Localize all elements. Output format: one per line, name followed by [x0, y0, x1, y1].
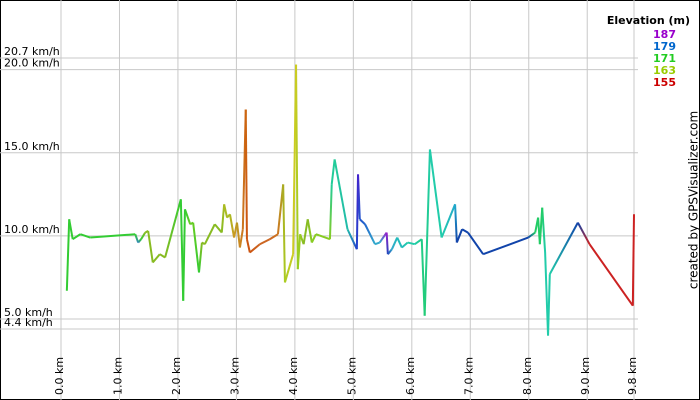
speed-segment: [184, 208, 192, 225]
x-tick-label: 9.8 km: [626, 357, 639, 395]
speed-segment: [68, 219, 74, 240]
speed-segment: [374, 241, 380, 246]
x-tick-label: 5.0 km: [345, 357, 358, 395]
x-tick-label: 6.0 km: [404, 357, 417, 395]
y-tick-label: 5.0 km/h: [4, 306, 53, 319]
speed-segment: [385, 232, 389, 255]
speed-segment: [378, 231, 388, 244]
speed-segment: [137, 238, 142, 244]
speed-segment: [152, 253, 161, 264]
speed-segment: [269, 233, 279, 241]
speed-segment: [182, 209, 186, 301]
x-tick-label: 1.0 km: [111, 357, 124, 395]
speed-segment: [276, 184, 285, 235]
speed-segment: [548, 222, 579, 275]
speed-segment: [631, 214, 635, 306]
speed-segment: [428, 149, 443, 238]
speed-segment: [282, 184, 286, 283]
legend-label: 163: [653, 64, 676, 77]
speed-segment: [467, 231, 484, 255]
speed-segment: [249, 243, 261, 254]
speed-segment: [235, 222, 241, 248]
speed-segment: [228, 214, 236, 238]
speed-segment: [364, 223, 376, 245]
x-tick-label: 4.0 km: [287, 357, 300, 395]
speed-segment: [454, 204, 458, 243]
speed-segment: [391, 237, 399, 250]
speed-segment: [423, 149, 431, 316]
speed-segment: [455, 228, 464, 243]
legend-label: 187: [653, 28, 676, 41]
legend-label: 171: [653, 52, 676, 65]
speed-segment: [90, 233, 136, 239]
speed-segment: [283, 253, 295, 283]
speed-segment: [164, 199, 182, 258]
speed-segment: [396, 237, 403, 248]
speed-segment: [461, 228, 469, 234]
speed-segment: [140, 232, 147, 240]
speed-segment: [387, 248, 393, 255]
speed-segment: [72, 233, 81, 241]
x-tick-label: 3.0 km: [228, 357, 241, 395]
speed-segment: [357, 174, 361, 220]
speed-segment: [79, 233, 91, 239]
y-tick-label: 20.7 km/h: [4, 45, 60, 58]
speed-segment: [259, 238, 271, 246]
y-tick-label: 10.0 km/h: [4, 223, 60, 236]
speed-segment: [414, 238, 423, 246]
speed-segment: [407, 241, 415, 246]
speed-segment: [220, 204, 226, 233]
speed-segment: [223, 204, 229, 218]
x-tick-label: 9.0 km: [579, 357, 592, 395]
speed-segment: [147, 230, 154, 263]
speed-segment: [310, 233, 317, 243]
legend-title: Elevation (m): [607, 14, 690, 27]
speed-segment: [302, 219, 309, 245]
x-tick-label: 2.0 km: [170, 357, 183, 395]
speed-segment: [295, 64, 299, 270]
legend-label: 155: [653, 76, 676, 89]
y-tick-label: 20.0 km/h: [4, 57, 60, 70]
speed-segment: [576, 222, 591, 245]
speed-segment: [346, 228, 358, 250]
speed-segment: [197, 242, 203, 273]
x-tick-label: 7.0 km: [462, 357, 475, 395]
speed-segment: [547, 274, 551, 336]
speed-segment: [245, 239, 251, 253]
y-tick-label: 4.4 km/h: [4, 316, 53, 329]
credit: created by GPSVisualizer.com: [687, 111, 700, 289]
speed-segment: [134, 233, 140, 243]
speed-segment: [306, 219, 313, 243]
x-tick-label: 8.0 km: [521, 357, 534, 395]
speed-segment: [359, 218, 366, 225]
speed-segment: [333, 159, 349, 230]
speed-segment: [440, 203, 457, 238]
legend-label: 179: [653, 40, 676, 53]
speed-segment: [315, 233, 331, 241]
speed-segment: [527, 231, 536, 239]
speed-segment: [244, 109, 248, 240]
speed-segment: [328, 184, 333, 240]
speed-segment: [482, 236, 529, 256]
speed-segment: [330, 159, 336, 185]
speed-segment: [65, 219, 71, 291]
speed-segment: [541, 207, 547, 253]
speed-segment: [296, 234, 302, 270]
speed-segment: [588, 243, 634, 307]
speed-segment: [401, 241, 409, 249]
speed-segment: [238, 229, 244, 248]
x-tick-label: 0.0 km: [53, 357, 66, 395]
speed-segment: [203, 223, 216, 245]
y-tick-label: 15.0 km/h: [4, 140, 60, 153]
speed-segment: [192, 222, 200, 273]
speed-segment: [214, 223, 223, 234]
